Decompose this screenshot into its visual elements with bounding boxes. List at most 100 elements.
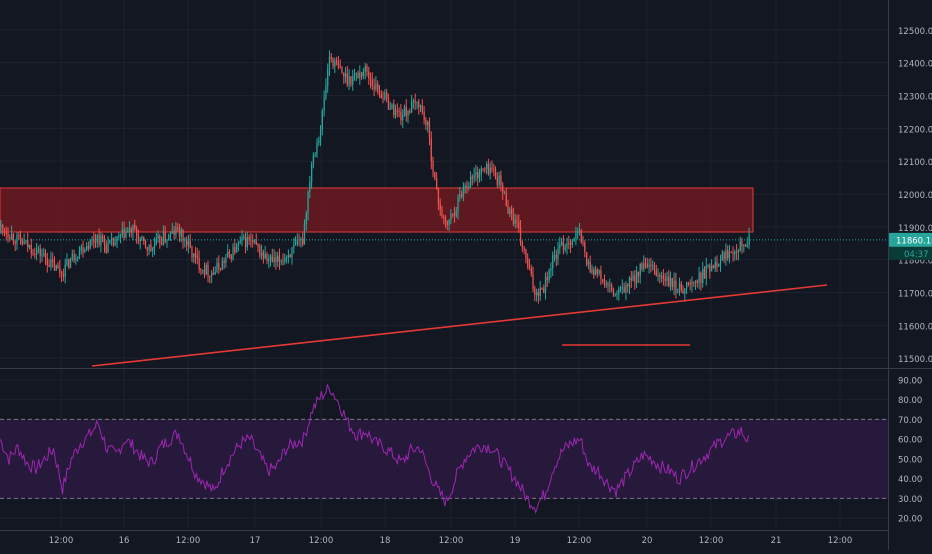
candle-body[interactable] — [478, 174, 481, 179]
candle-body[interactable] — [507, 205, 509, 214]
candle-body[interactable] — [691, 281, 693, 285]
candle-body[interactable] — [586, 252, 588, 265]
candle-body[interactable] — [46, 258, 48, 265]
candle-body[interactable] — [439, 203, 441, 210]
candle-body[interactable] — [125, 232, 127, 239]
candle-body[interactable] — [323, 97, 325, 111]
candle-body[interactable] — [407, 111, 409, 116]
candle-body[interactable] — [462, 186, 465, 197]
candle-body[interactable] — [403, 106, 406, 116]
candle-body[interactable] — [400, 111, 402, 121]
candle-body[interactable] — [178, 228, 181, 237]
candle-body[interactable] — [436, 178, 438, 189]
candle-body[interactable] — [421, 105, 423, 112]
candle-body[interactable] — [741, 241, 743, 246]
candle-body[interactable] — [482, 168, 484, 170]
candle-body[interactable] — [168, 234, 170, 240]
candle-body[interactable] — [166, 239, 168, 242]
candle-body[interactable] — [675, 280, 677, 293]
candle-body[interactable] — [219, 268, 222, 270]
candle-body[interactable] — [398, 110, 400, 112]
candle-body[interactable] — [452, 213, 454, 215]
candle-body[interactable] — [671, 278, 673, 288]
candle-body[interactable] — [534, 288, 536, 295]
candle-body[interactable] — [555, 254, 557, 259]
candle-body[interactable] — [686, 282, 688, 289]
candle-body[interactable] — [184, 239, 186, 241]
candle-body[interactable] — [41, 255, 43, 257]
candle-body[interactable] — [634, 275, 636, 283]
candle-body[interactable] — [364, 66, 366, 72]
candle-body[interactable] — [693, 281, 695, 283]
candle-body[interactable] — [423, 111, 425, 121]
candle-body[interactable] — [296, 239, 298, 244]
candle-body[interactable] — [430, 138, 432, 162]
candles-layer[interactable] — [0, 50, 750, 304]
candle-body[interactable] — [459, 194, 461, 198]
candle-body[interactable] — [721, 252, 723, 261]
candle-body[interactable] — [494, 169, 497, 177]
candle-body[interactable] — [509, 209, 511, 214]
candle-body[interactable] — [193, 253, 195, 258]
candle-body[interactable] — [69, 258, 72, 268]
candle-body[interactable] — [203, 269, 206, 275]
candle-body[interactable] — [339, 67, 341, 69]
candle-body[interactable] — [566, 242, 568, 248]
candle-body[interactable] — [162, 232, 165, 245]
candle-body[interactable] — [484, 168, 486, 170]
candle-body[interactable] — [143, 236, 145, 241]
candle-body[interactable] — [739, 241, 741, 251]
candle-body[interactable] — [180, 229, 182, 237]
candle-body[interactable] — [641, 263, 643, 270]
candle-body[interactable] — [64, 264, 66, 277]
candle-body[interactable] — [234, 246, 236, 253]
candle-body[interactable] — [736, 251, 738, 253]
candle-body[interactable] — [289, 254, 291, 258]
candle-body[interactable] — [466, 186, 468, 188]
candle-body[interactable] — [287, 254, 290, 258]
candle-body[interactable] — [587, 261, 590, 265]
candle-body[interactable] — [516, 219, 518, 222]
candle-body[interactable] — [716, 262, 718, 267]
candle-body[interactable] — [293, 244, 295, 248]
candle-body[interactable] — [486, 163, 488, 169]
candle-body[interactable] — [62, 274, 65, 277]
candle-body[interactable] — [68, 259, 70, 268]
candle-body[interactable] — [71, 254, 73, 259]
candle-body[interactable] — [603, 281, 606, 285]
candle-body[interactable] — [386, 92, 388, 98]
candle-body[interactable] — [116, 236, 118, 243]
candle-body[interactable] — [443, 216, 445, 218]
candle-body[interactable] — [273, 257, 275, 263]
candle-body[interactable] — [384, 92, 386, 100]
candle-body[interactable] — [525, 249, 527, 258]
candle-body[interactable] — [714, 262, 716, 269]
candle-body[interactable] — [352, 76, 354, 85]
candle-body[interactable] — [473, 174, 475, 179]
candle-body[interactable] — [546, 276, 548, 281]
candle-body[interactable] — [278, 255, 281, 262]
candle-body[interactable] — [14, 241, 16, 244]
candle-body[interactable] — [36, 250, 38, 255]
candle-body[interactable] — [578, 230, 581, 233]
candle-body[interactable] — [91, 238, 93, 240]
candle-body[interactable] — [155, 238, 157, 246]
candle-body[interactable] — [30, 244, 32, 254]
candle-body[interactable] — [569, 243, 572, 245]
candle-body[interactable] — [159, 235, 161, 244]
candle-body[interactable] — [457, 197, 459, 212]
candle-body[interactable] — [82, 246, 84, 253]
candle-body[interactable] — [107, 242, 109, 253]
candle-body[interactable] — [218, 263, 220, 269]
candle-body[interactable] — [652, 265, 654, 267]
candle-body[interactable] — [189, 241, 191, 248]
candle-body[interactable] — [448, 219, 450, 226]
candle-body[interactable] — [544, 276, 547, 293]
candle-body[interactable] — [653, 265, 656, 271]
candle-body[interactable] — [269, 256, 272, 259]
candle-body[interactable] — [712, 265, 715, 269]
candle-body[interactable] — [527, 257, 529, 267]
candle-body[interactable] — [89, 239, 91, 249]
candle-body[interactable] — [500, 175, 502, 186]
candle-body[interactable] — [553, 254, 556, 256]
